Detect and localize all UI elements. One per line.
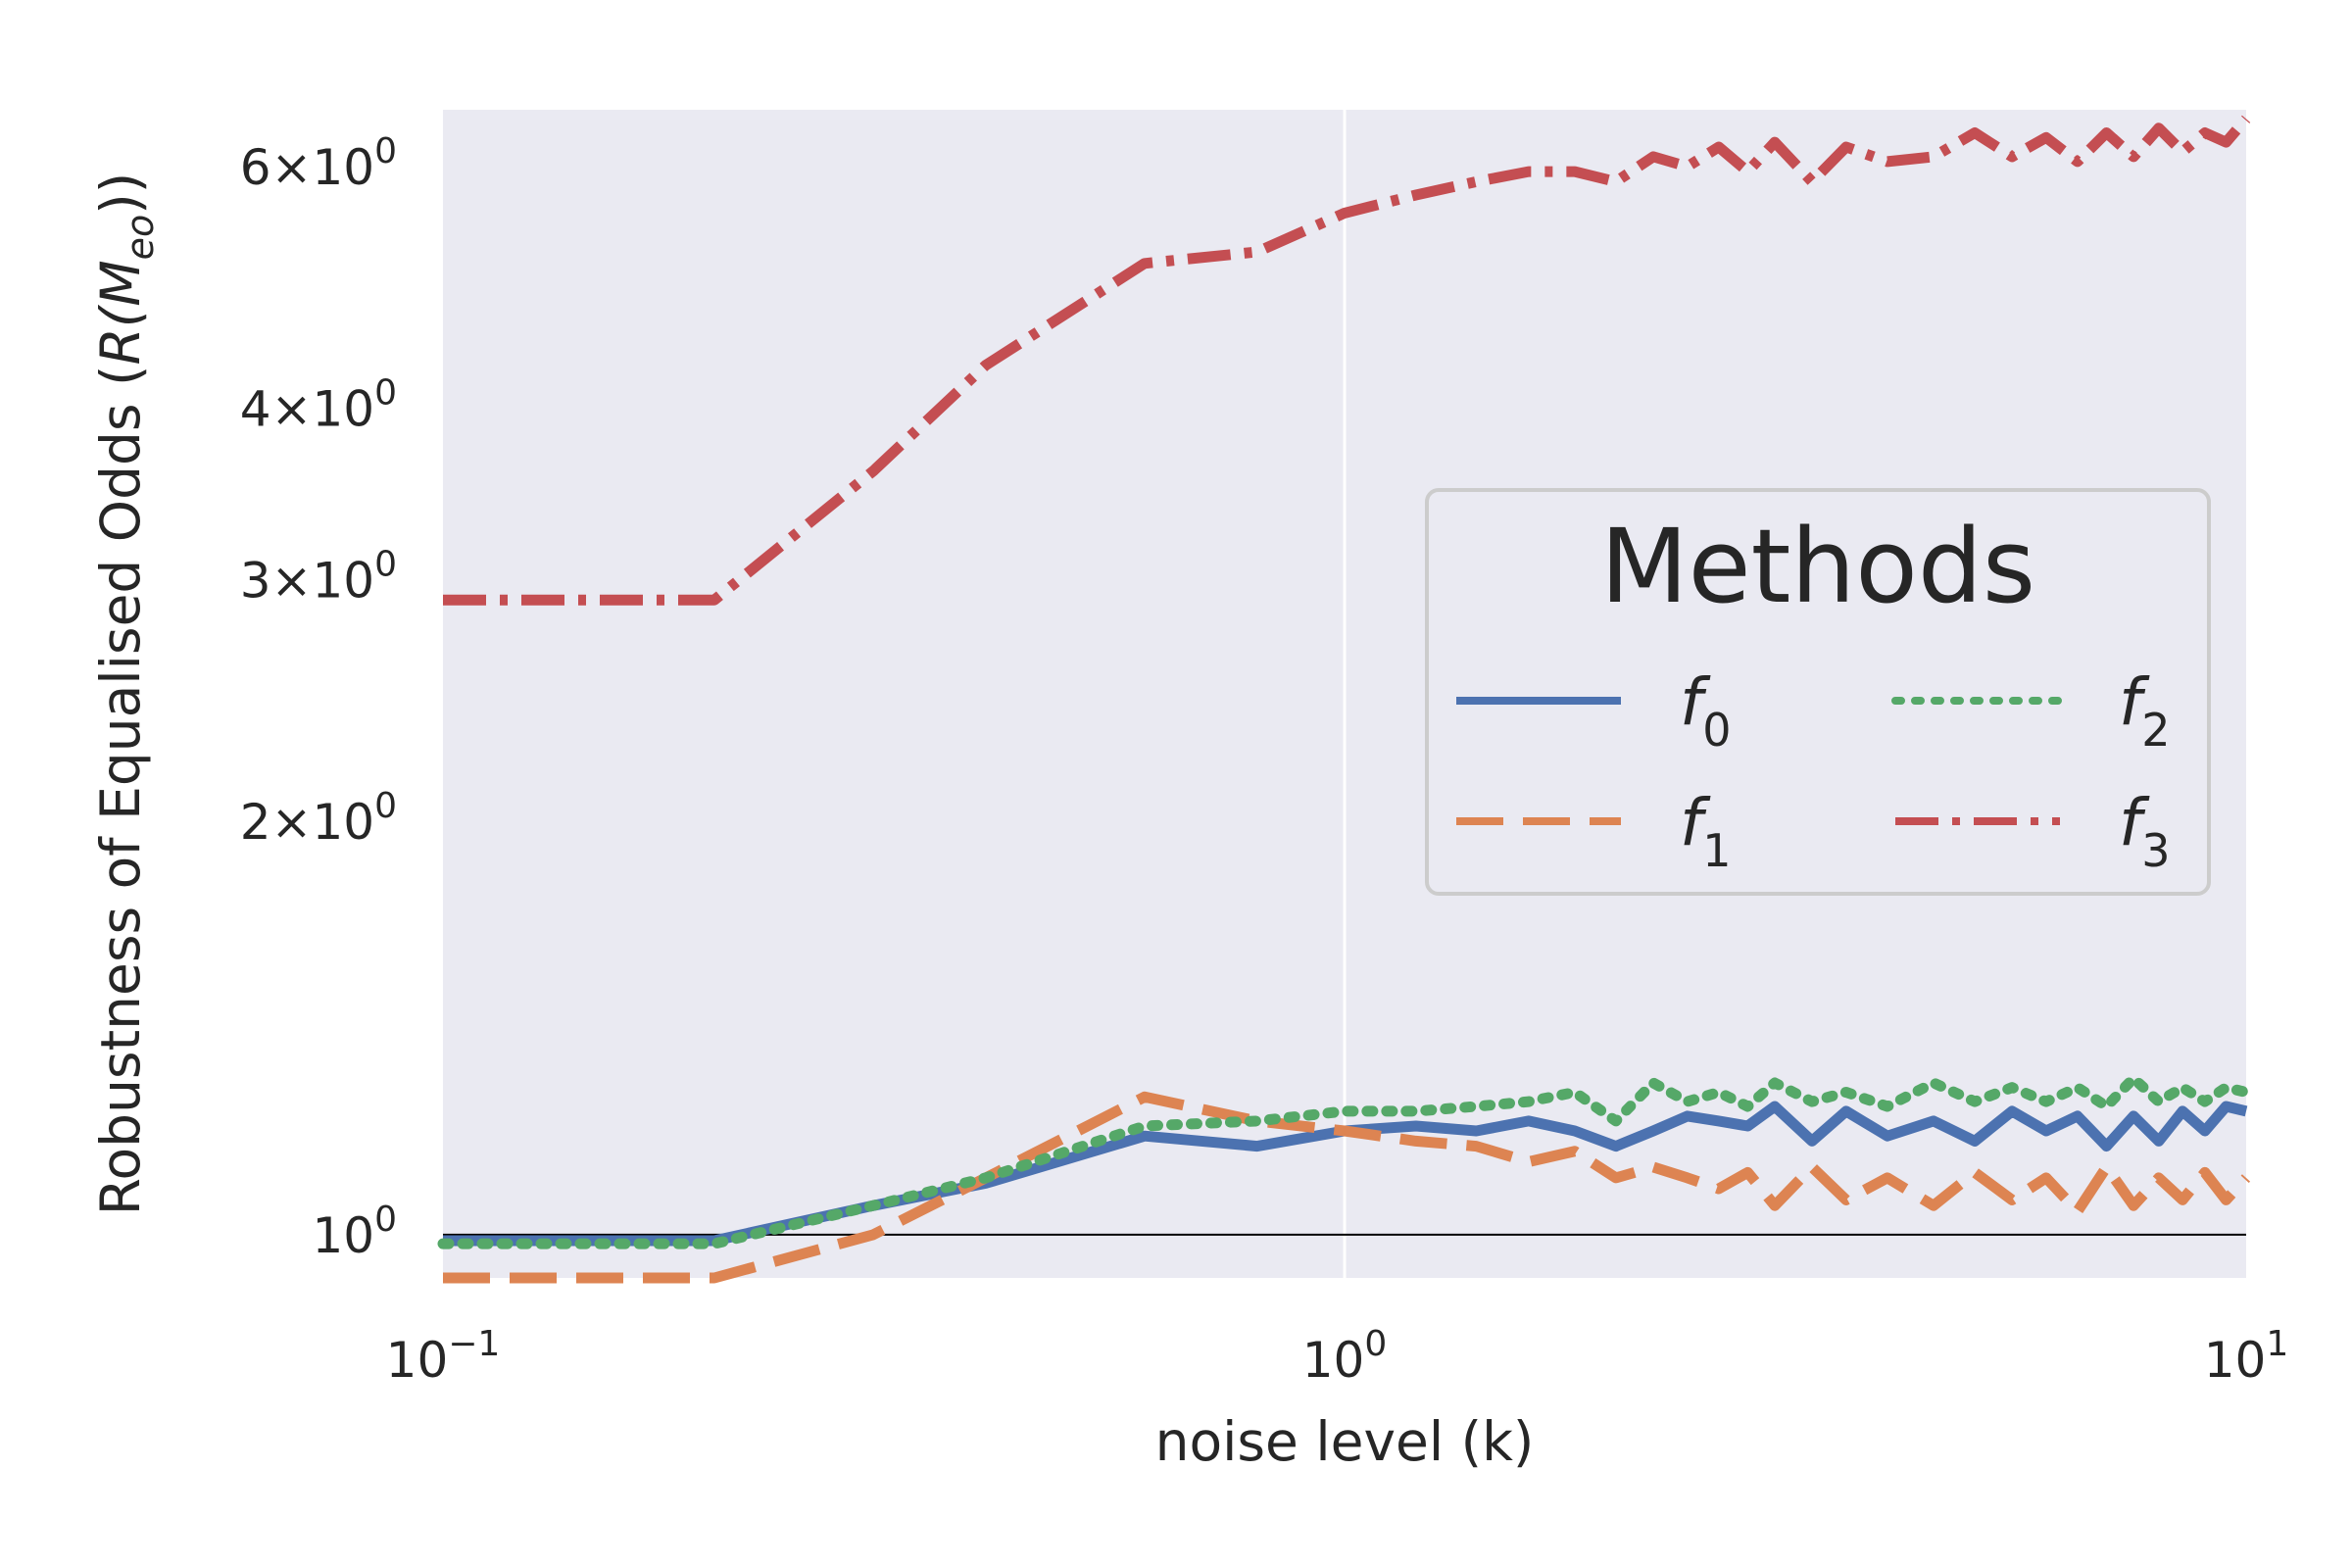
y-axis-label-prefix: Robustness of Equalised Odds ( [89, 365, 152, 1215]
x-tick-labels: 10−1 100 101 [386, 1324, 2289, 1389]
x-axis-label: noise level (k) [1155, 1410, 1535, 1473]
y-tick-label: 3×100 [240, 545, 397, 610]
y-tick-label: 2×100 [240, 786, 397, 851]
y-tick-label: 4×100 [240, 373, 397, 438]
series-line-f3 [443, 115, 2251, 606]
series-line-f0 [443, 1101, 2248, 1247]
legend-title: Methods [1600, 507, 2035, 626]
y-axis-label-math: R(M [89, 260, 152, 365]
y-axis-label-suffix: )) [89, 172, 152, 215]
x-tick-label: 101 [2204, 1324, 2289, 1389]
y-tick-label: 100 [312, 1200, 397, 1264]
y-tick-labels: 100 2×100 3×100 4×100 6×100 [240, 131, 397, 1264]
x-tick-label: 10−1 [386, 1324, 501, 1389]
y-tick-label: 6×100 [240, 131, 397, 196]
legend-label-f0: f0 [1680, 664, 1732, 757]
legend-box [1425, 488, 2211, 896]
y-axis-label: Robustness of Equalised Odds (R(Meo)) [89, 172, 162, 1215]
series-layer [437, 115, 2252, 1284]
y-axis-label-sub: eo [119, 215, 162, 261]
x-tick-label: 100 [1302, 1324, 1388, 1389]
series-line-f2 [437, 1072, 2252, 1250]
legend-label-f3: f3 [2119, 785, 2171, 877]
